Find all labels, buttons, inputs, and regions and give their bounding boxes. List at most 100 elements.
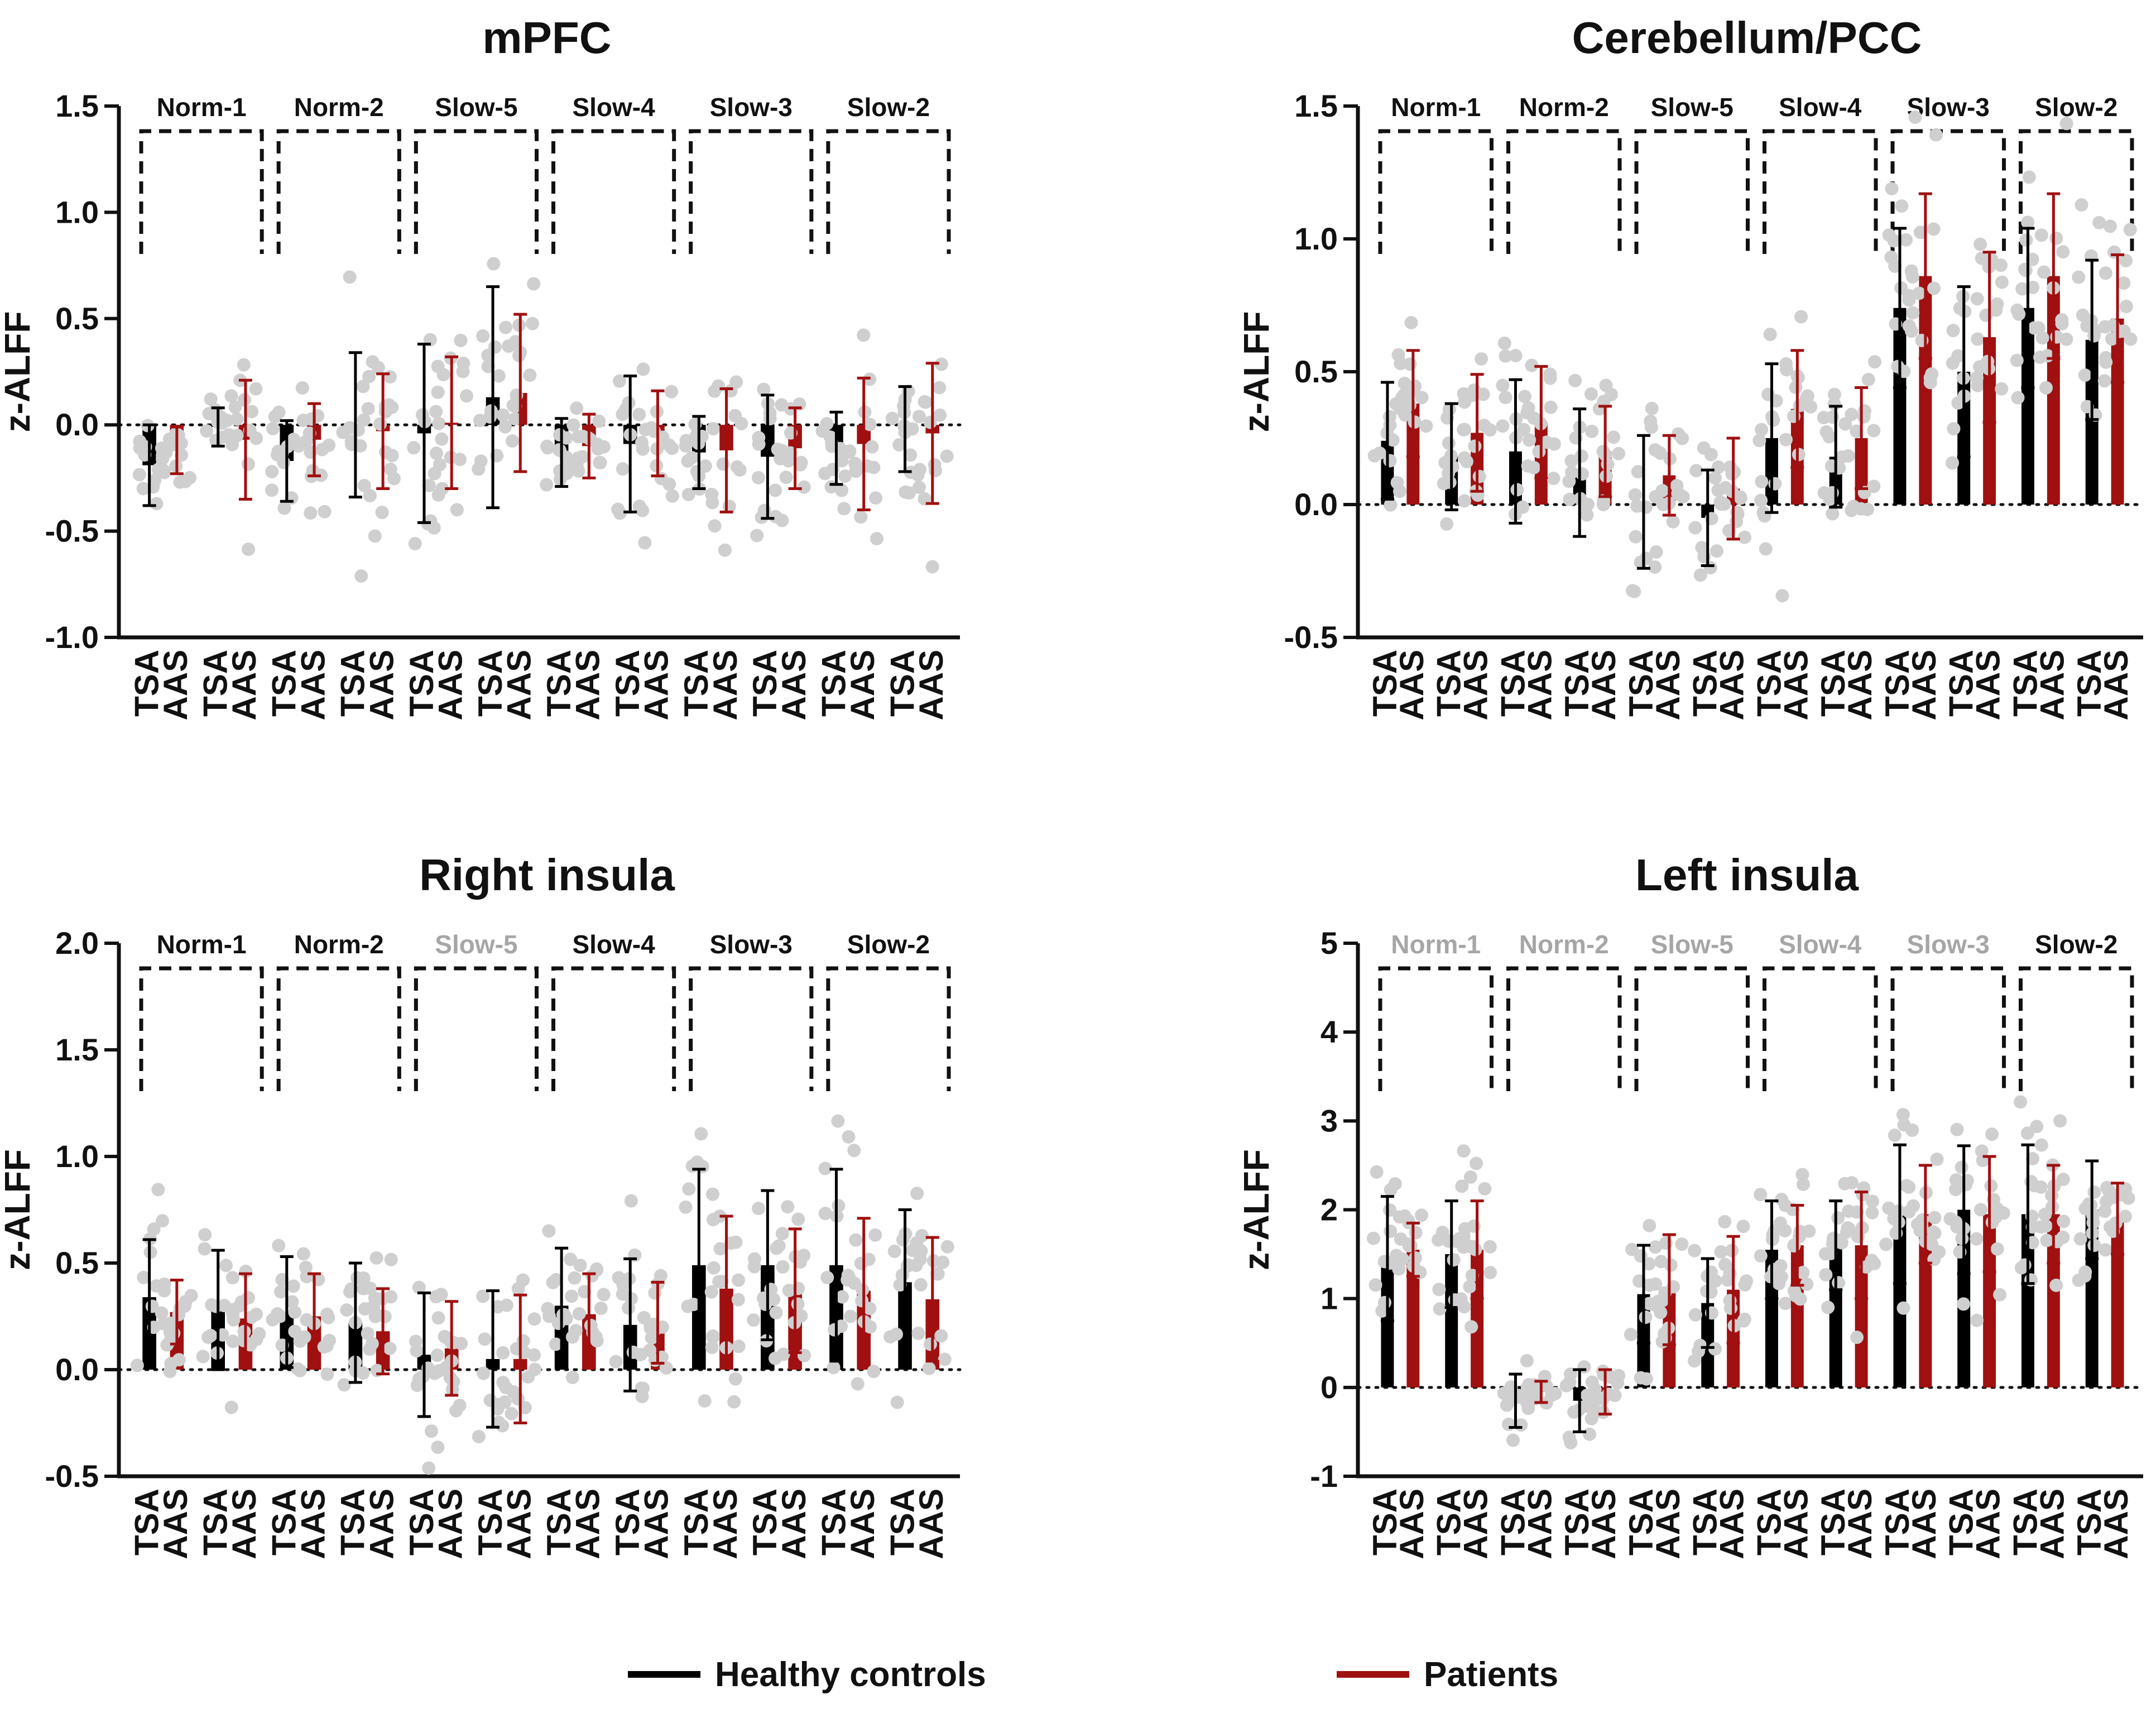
band-label: Slow-2: [847, 93, 930, 122]
data-point: [506, 434, 520, 448]
data-point: [818, 1207, 832, 1221]
data-point: [296, 1247, 310, 1261]
data-point: [914, 1244, 928, 1258]
data-point: [1465, 388, 1479, 402]
data-point: [763, 406, 777, 420]
x-tick-label: AAS: [294, 650, 332, 721]
data-point: [1432, 1233, 1446, 1247]
data-point: [521, 1370, 535, 1384]
x-tick-label: TSA: [1366, 1489, 1404, 1556]
data-point: [1989, 303, 2003, 317]
data-point: [592, 414, 606, 428]
data-point: [2026, 280, 2040, 294]
data-point: [863, 417, 877, 431]
data-point: [1736, 1220, 1750, 1233]
y-tick-label: -0.5: [1284, 620, 1338, 655]
data-point: [931, 1267, 945, 1281]
data-point: [353, 439, 367, 453]
data-point: [2103, 219, 2117, 233]
data-point: [924, 1337, 938, 1351]
data-point: [911, 1326, 925, 1340]
data-point: [1544, 400, 1558, 414]
data-point: [914, 1278, 928, 1292]
data-point: [1384, 1183, 1398, 1197]
band-label: Slow-5: [435, 930, 517, 959]
data-point: [897, 399, 911, 413]
x-tick-label: AAS: [2097, 650, 2135, 721]
data-point: [147, 1222, 161, 1236]
x-tick-label: AAS: [2033, 1489, 2071, 1559]
data-point: [1949, 1183, 1963, 1197]
data-point: [664, 385, 678, 399]
data-point: [508, 412, 522, 426]
data-point: [685, 451, 699, 465]
data-point: [820, 417, 834, 431]
data-point: [1946, 456, 1960, 470]
data-point: [205, 1298, 219, 1312]
data-point: [408, 537, 422, 551]
data-point: [383, 370, 397, 384]
data-point: [568, 1271, 582, 1285]
data-point: [747, 1252, 761, 1266]
data-point: [481, 348, 495, 362]
y-tick-label: 0.0: [55, 407, 99, 442]
data-point: [827, 1361, 841, 1375]
data-point: [1400, 387, 1414, 401]
y-tick-label: -0.5: [45, 1458, 99, 1494]
data-point: [272, 1238, 286, 1252]
x-tick-label: TSA: [1687, 650, 1724, 717]
data-point: [542, 1224, 556, 1238]
band-label: Norm-1: [1391, 93, 1481, 122]
data-point: [198, 1228, 212, 1242]
data-point: [277, 501, 291, 515]
data-point: [1457, 1300, 1471, 1314]
x-tick-label: AAS: [844, 1489, 881, 1559]
data-point: [1579, 1399, 1593, 1413]
data-point: [1643, 1278, 1656, 1292]
data-point: [1675, 431, 1689, 445]
data-point: [356, 380, 370, 393]
x-tick-label: TSA: [1366, 650, 1404, 717]
data-point: [424, 1424, 438, 1438]
data-point: [1950, 1122, 1964, 1136]
x-tick-label: AAS: [1713, 1489, 1751, 1559]
x-tick-label: TSA: [1622, 1489, 1660, 1556]
data-point: [288, 1305, 302, 1319]
x-tick-label: AAS: [913, 650, 950, 721]
band-bracket: [2019, 966, 2134, 1091]
data-point: [130, 1358, 144, 1372]
x-tick-label: AAS: [1585, 1489, 1622, 1559]
data-point: [707, 1261, 721, 1275]
data-point: [940, 1240, 954, 1254]
band-label: Norm-2: [294, 930, 384, 959]
chart-title: Cerebellum/PCC: [1572, 13, 1922, 63]
band-label: Slow-2: [2035, 930, 2117, 959]
band-bracket: [276, 966, 401, 1091]
data-point: [1794, 310, 1808, 324]
data-point: [321, 1310, 335, 1324]
data-point: [791, 1212, 805, 1226]
data-point: [569, 1324, 583, 1338]
data-point: [1826, 507, 1840, 521]
x-tick-label: AAS: [913, 1489, 950, 1559]
x-tick-label: AAS: [1777, 650, 1814, 721]
data-point: [933, 408, 947, 422]
data-point: [1975, 1144, 1989, 1158]
data-point: [1377, 1255, 1391, 1269]
data-point: [1509, 349, 1523, 363]
data-point: [1904, 324, 1918, 338]
band-bracket: [276, 129, 401, 254]
data-point: [612, 374, 626, 388]
x-tick-label: TSA: [1879, 1489, 1916, 1556]
data-point: [771, 1241, 785, 1255]
data-point: [1568, 373, 1582, 387]
data-point: [2025, 1152, 2039, 1166]
data-point: [1946, 324, 1960, 338]
data-point: [265, 465, 279, 479]
data-point: [459, 389, 473, 403]
chart-panel-2: Cerebellum/PCC z-ALFF -0.5 0.0 0.5 1.0 1.5 Norm…: [1236, 13, 2145, 721]
data-point: [505, 1406, 518, 1420]
data-point: [890, 1395, 904, 1409]
data-point: [1778, 1297, 1792, 1310]
data-point: [769, 1305, 783, 1319]
